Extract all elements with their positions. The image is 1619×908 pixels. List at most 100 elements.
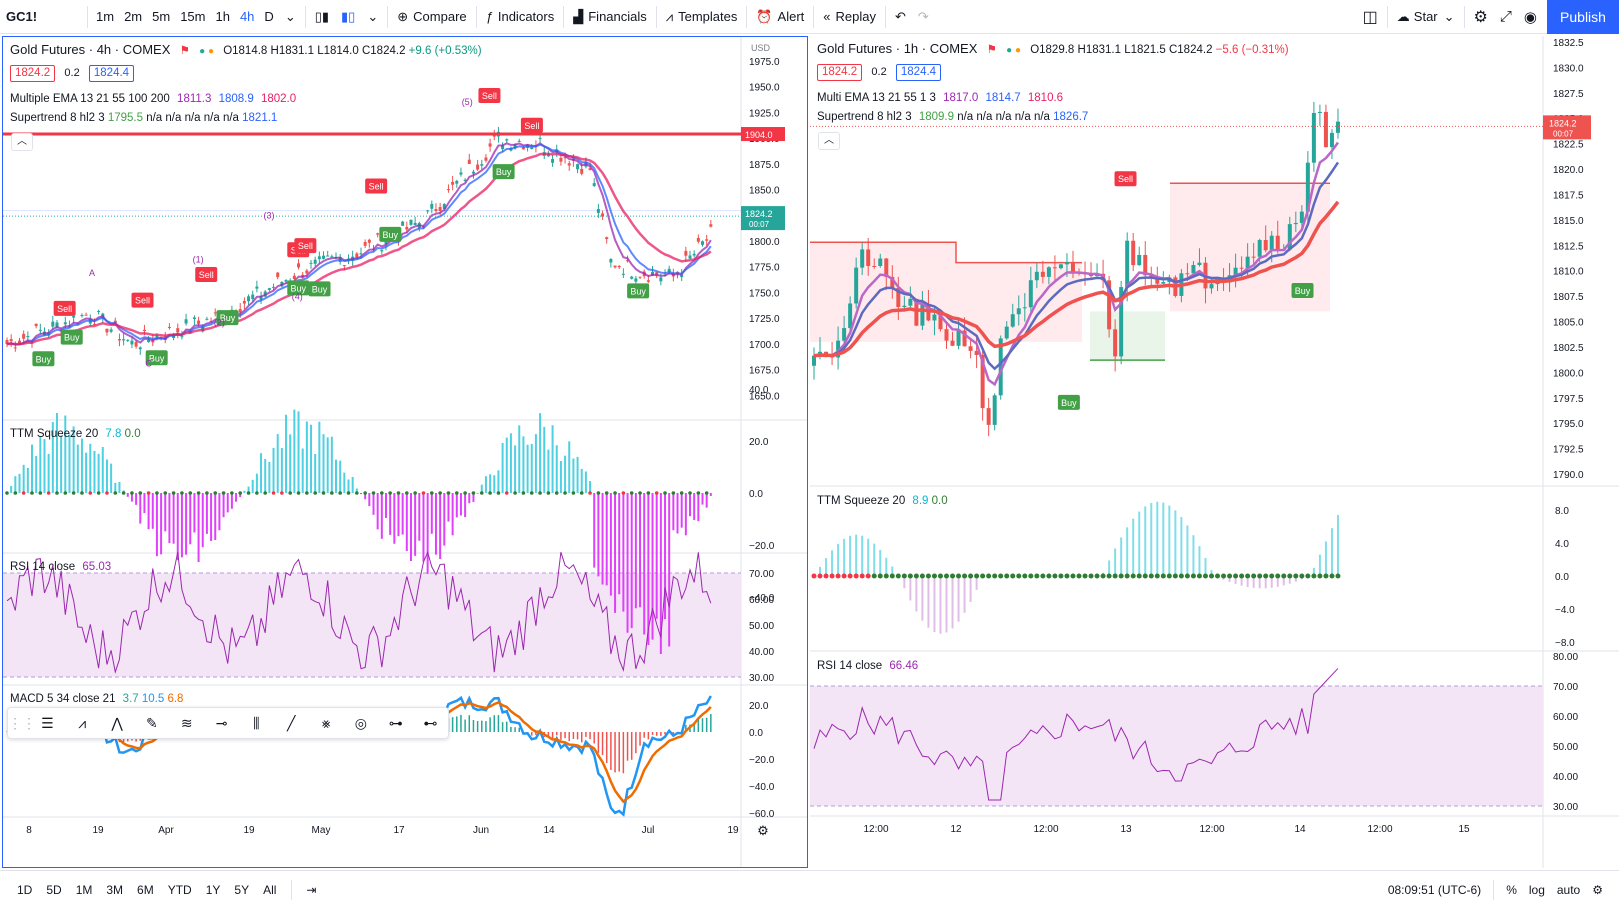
brush-icon[interactable]: ✎ <box>146 714 158 731</box>
supertrend-legend[interactable]: Supertrend 8 hl2 3 1809.9 n/a n/a n/a n/… <box>817 111 1088 123</box>
financials-button[interactable]: ▟ Financials <box>567 0 653 34</box>
signal-sell-label: Sell <box>524 121 539 131</box>
wave-pattern-icon[interactable]: ⩘ <box>78 714 87 731</box>
rsi-legend[interactable]: RSI 14 close 66.46 <box>817 660 918 672</box>
templates-button[interactable]: ⩘ Templates <box>660 0 744 34</box>
sell-price-button[interactable]: 1824.2 <box>817 64 863 81</box>
squeeze-dot <box>205 491 209 495</box>
undo-icon[interactable]: ↶ <box>894 8 906 24</box>
buy-price-button[interactable]: 1824.4 <box>895 64 942 81</box>
percent-toggle[interactable]: % <box>1506 882 1517 897</box>
candle-body <box>155 335 159 337</box>
settings-icon[interactable]: ⚙ <box>1592 882 1603 897</box>
range-5Y[interactable]: 5Y <box>234 882 250 897</box>
fib-icon[interactable]: ≋ <box>180 714 193 731</box>
range-YTD[interactable]: YTD <box>167 882 192 897</box>
layout-icon[interactable]: ◫ <box>1362 8 1378 26</box>
cloud-save-button[interactable]: ☁ Star ⌄ <box>1391 0 1461 34</box>
candle-body <box>836 340 841 358</box>
redo-icon[interactable]: ↷ <box>917 8 929 24</box>
candle-body <box>1070 262 1075 273</box>
squeeze-dot <box>638 491 642 495</box>
settings-lines-icon[interactable]: ⊷ <box>423 714 438 731</box>
chevron-down-icon[interactable]: ⌄ <box>284 8 296 24</box>
price-tick: 1750.0 <box>749 288 780 299</box>
compare-button[interactable]: ⊕ Compare <box>391 0 472 34</box>
squeeze-dot <box>55 491 59 495</box>
interval-1m[interactable]: 1m <box>96 9 115 24</box>
squeeze-dot <box>1094 573 1100 579</box>
interval-4h[interactable]: 4h <box>239 9 255 24</box>
ttm-legend[interactable]: TTM Squeeze 20 7.8 0.0 <box>10 428 141 440</box>
range-5D[interactable]: 5D <box>46 882 62 897</box>
chart-pane-1h[interactable]: 1832.51830.01827.51825.01822.51820.01817… <box>810 36 1619 868</box>
trend-line-icon[interactable]: ╱ <box>286 714 296 731</box>
alert-button[interactable]: ⏰ Alert <box>750 0 810 34</box>
candle-style-icon[interactable]: ▮▯ <box>341 8 356 24</box>
menu-lines-icon[interactable]: ☰ <box>41 714 54 731</box>
candle-body <box>944 329 949 341</box>
macd-tick: 20.0 <box>749 701 769 712</box>
gear-icon[interactable]: ⚙ <box>1473 8 1488 26</box>
macd-legend[interactable]: MACD 5 34 close 21 3.7 10.5 6.8 <box>10 693 183 705</box>
ttm-legend[interactable]: TTM Squeeze 20 8.9 0.0 <box>817 495 948 507</box>
range-1Y[interactable]: 1Y <box>205 882 221 897</box>
squeeze-dot <box>13 491 18 495</box>
ttm-value-2: 0.0 <box>124 428 141 440</box>
macd-value-2: 10.5 <box>141 693 165 705</box>
range-3M[interactable]: 3M <box>106 882 124 897</box>
chart-canvas[interactable]: 1832.51830.01827.51825.01822.51820.01817… <box>810 36 1619 868</box>
macd-value-1: 3.7 <box>122 693 139 705</box>
indicators-button[interactable]: ƒ Indicators <box>480 0 561 34</box>
candle-body <box>688 255 692 259</box>
candle-body <box>1040 271 1045 277</box>
publish-button[interactable]: Publish <box>1547 0 1619 34</box>
fullscreen-icon[interactable]: ⤢ <box>1499 8 1512 25</box>
sell-price-button[interactable]: 1824.2 <box>10 65 56 82</box>
abc-pattern-icon[interactable]: ⋀ <box>111 714 123 731</box>
auto-toggle[interactable]: auto <box>1556 882 1581 897</box>
symbol-search[interactable]: GC1! <box>6 9 38 24</box>
drag-handle-icon[interactable]: ⋮⋮ <box>8 714 36 731</box>
collapse-legend-button[interactable]: ︿ <box>11 133 33 151</box>
range-1M[interactable]: 1M <box>75 882 93 897</box>
status-badge: ● ● <box>1006 45 1021 56</box>
candle-body <box>1064 262 1069 265</box>
candle-body <box>513 144 517 148</box>
squeeze-dot <box>579 491 584 495</box>
interval-2m[interactable]: 2m <box>124 9 143 24</box>
line-icon[interactable]: ⊸ <box>215 714 228 731</box>
squeeze-dot <box>1287 573 1293 579</box>
chart-pane-4h[interactable]: USD1975.01950.01925.01900.01875.01850.01… <box>2 36 808 868</box>
supertrend-up-zone <box>1090 311 1165 361</box>
ttm-value-1: 8.9 <box>912 495 929 507</box>
ema-legend[interactable]: Multi EMA 13 21 55 1 3 1817.0 1814.7 181… <box>817 92 1063 104</box>
chevron-down-icon[interactable]: ⌄ <box>367 8 379 24</box>
spiral-icon[interactable]: ◎ <box>354 714 367 731</box>
log-toggle[interactable]: log <box>1528 882 1545 897</box>
interval-15m[interactable]: 15m <box>180 9 206 24</box>
interval-D[interactable]: D <box>264 9 274 24</box>
interval-5m[interactable]: 5m <box>152 9 171 24</box>
long-position-icon[interactable]: ⊶ <box>388 714 403 731</box>
supertrend-legend[interactable]: Supertrend 8 hl2 3 1795.5 n/a n/a n/a n/… <box>10 112 277 124</box>
ema-legend[interactable]: Multiple EMA 13 21 55 100 200 1811.3 180… <box>10 93 296 105</box>
collapse-legend-button[interactable]: ︿ <box>818 132 840 150</box>
goto-date-icon[interactable]: ⇥ <box>306 882 317 897</box>
chart-canvas[interactable]: USD1975.01950.01925.01900.01875.01850.01… <box>3 37 808 868</box>
rsi-legend[interactable]: RSI 14 close 65.03 <box>10 561 111 573</box>
pitchfork-icon[interactable]: ⫼ <box>253 714 260 731</box>
bar-style-icon[interactable]: ▯▮ <box>314 8 330 24</box>
replay-button[interactable]: « Replay <box>817 0 882 34</box>
squeeze-dot <box>338 491 342 495</box>
interval-group: 1m 2m 5m 15m 1h 4h D <box>91 0 279 34</box>
range-6M[interactable]: 6M <box>137 882 154 897</box>
interval-1h[interactable]: 1h <box>215 9 230 24</box>
clock-time[interactable]: 08:09:51 (UTC-6) <box>1387 882 1482 897</box>
pattern-icon[interactable]: ⨳ <box>321 714 331 731</box>
range-All[interactable]: All <box>263 882 277 897</box>
buy-price-button[interactable]: 1824.4 <box>88 65 135 82</box>
range-1D[interactable]: 1D <box>17 882 33 897</box>
camera-icon[interactable]: ◉ <box>1523 8 1537 26</box>
squeeze-dot <box>853 573 859 579</box>
